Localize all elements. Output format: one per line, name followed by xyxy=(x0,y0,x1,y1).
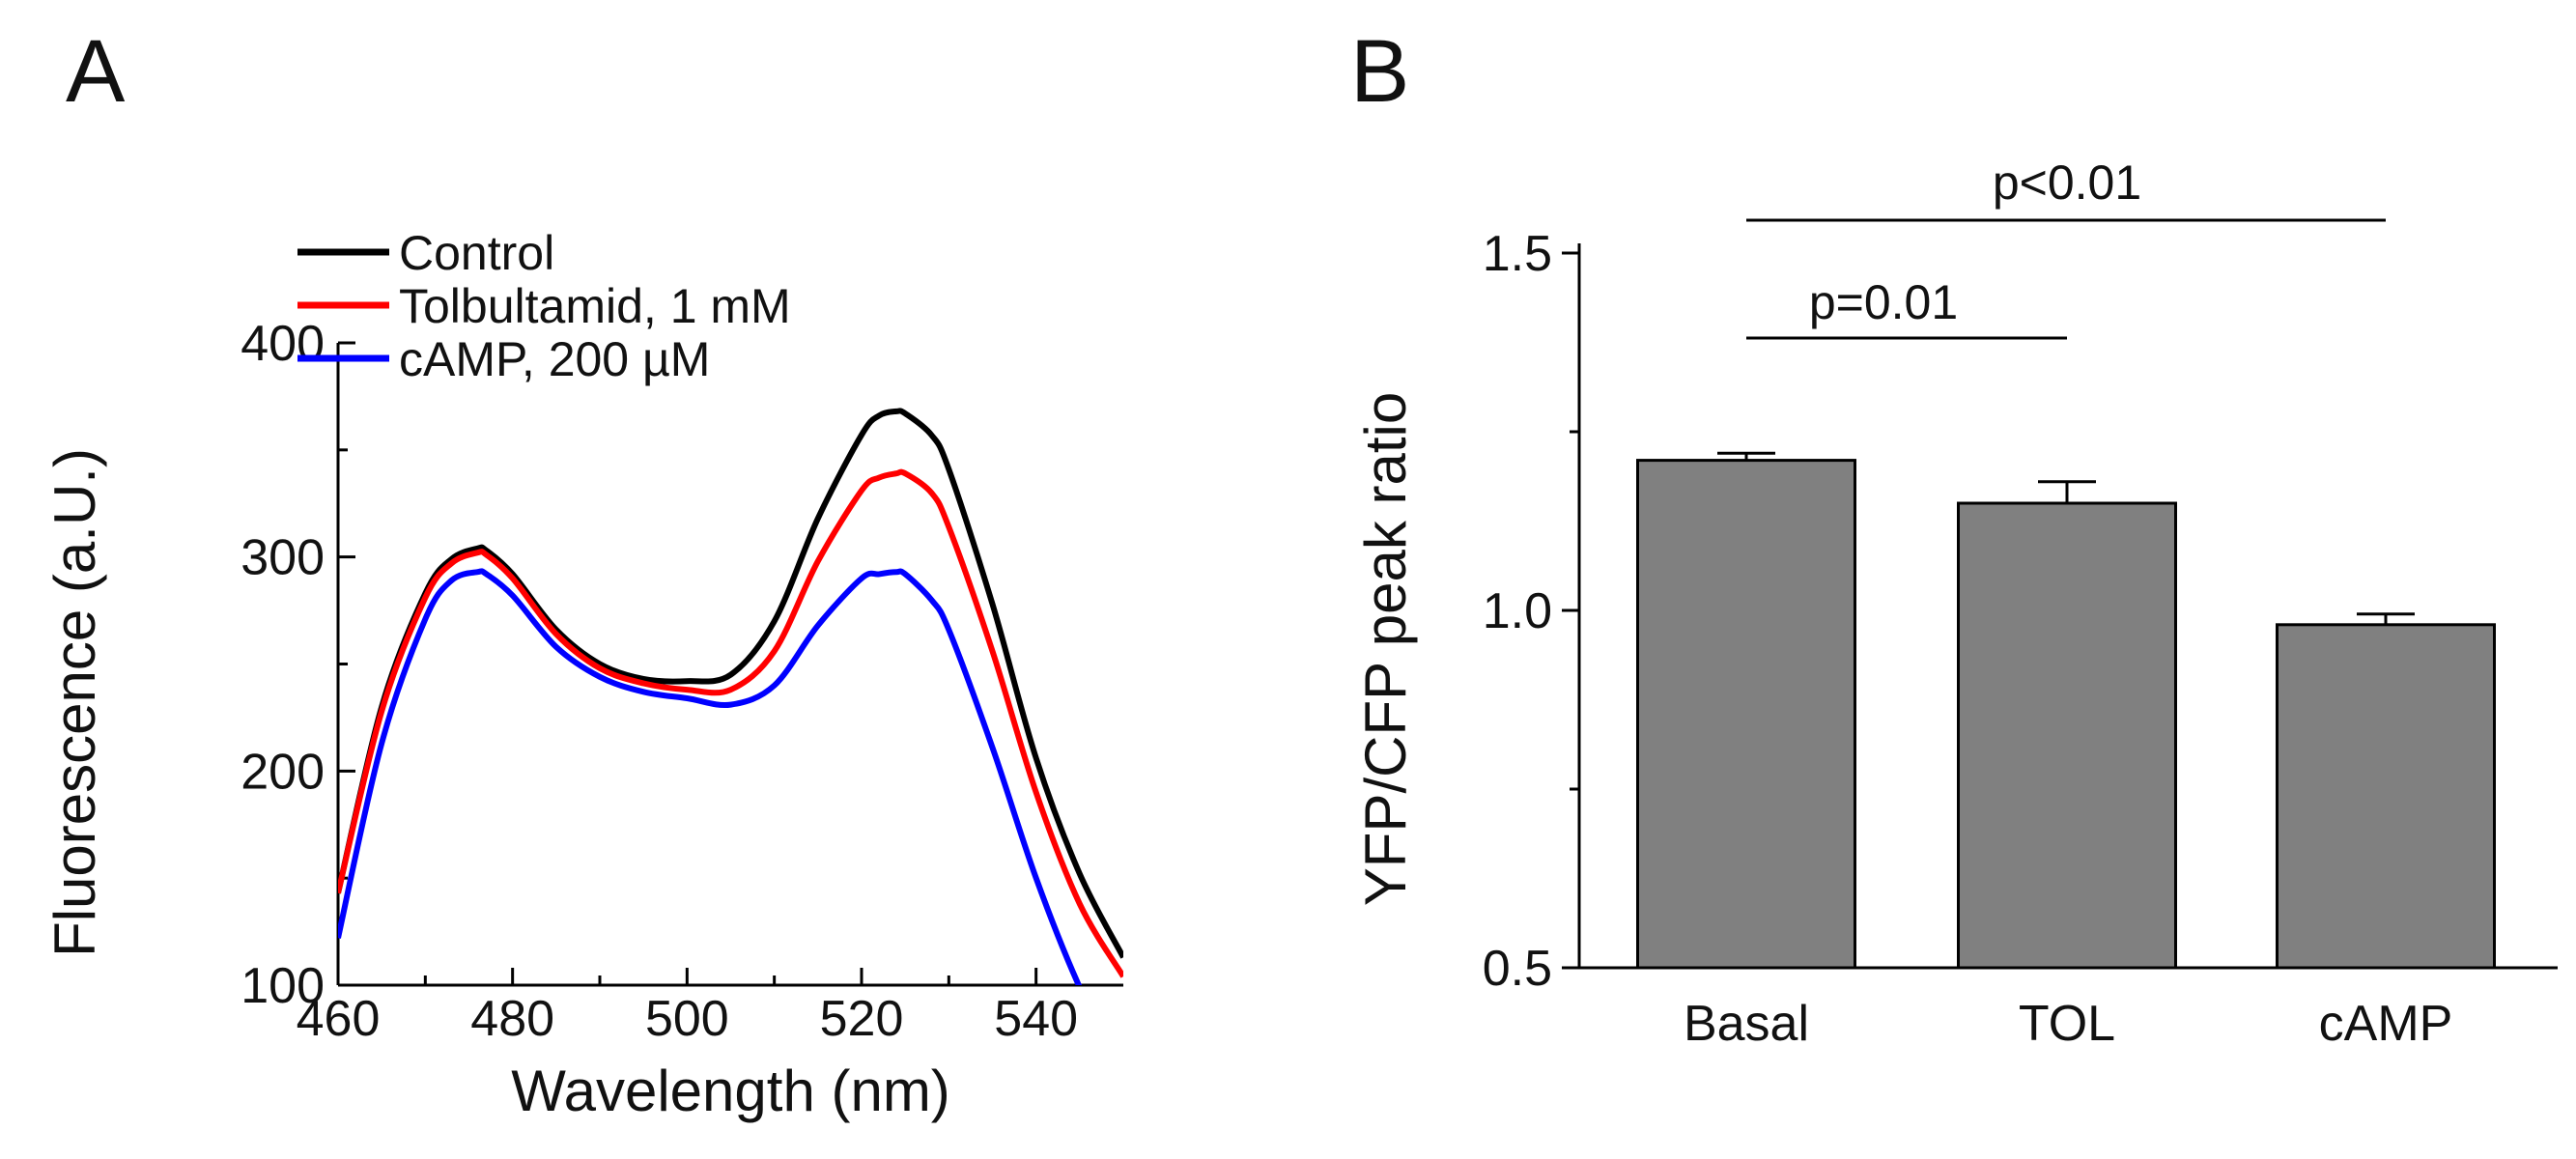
panel-a-x-tick-label: 480 xyxy=(470,991,554,1047)
panel-b-y-axis-title: YFP/CFP peak ratio xyxy=(1353,392,1418,906)
panel-b-bar-camp xyxy=(2276,623,2496,970)
panel-a-x-tick-label: 520 xyxy=(820,991,904,1047)
panel-b-x-tick-label: TOL xyxy=(2019,996,2115,1052)
panel-b-bar-basal xyxy=(1636,459,1856,970)
panel-b-significance-label: p=0.01 xyxy=(1809,275,1958,329)
panel-a-line-chart: 460 480 500 520 540 100 200 300 400 Wavelength (n… xyxy=(42,226,1123,1123)
panel-b-bar-chart: 0.5 1.0 1.5 YFP/CFP peak ratio Basal TOL cAMP p… xyxy=(1353,155,2558,1052)
panel-a-x-axis-title: Wavelength (nm) xyxy=(511,1059,950,1123)
panel-b-y-tick-label: 1.5 xyxy=(1483,226,1552,282)
panel-a-x-tick-label: 460 xyxy=(297,991,381,1047)
panel-a-y-tick-label: 200 xyxy=(241,744,325,800)
panel-a-x-tick-label: 540 xyxy=(994,991,1078,1047)
panel-a-series-tolbultamid-1-mm-line xyxy=(338,468,1123,978)
panel-a-x-tick-label: 500 xyxy=(645,991,729,1047)
panel-a-y-tick-label: 400 xyxy=(241,316,325,372)
panel-a-letter: A xyxy=(66,22,126,121)
panel-a-y-axis-title: Fluorescence (a.U.) xyxy=(42,448,107,957)
panel-a-legend-label: Control xyxy=(399,226,554,280)
panel-a-y-tick-label: 100 xyxy=(241,958,325,1014)
panel-a-y-tick-label: 300 xyxy=(241,530,325,586)
panel-b-x-tick-label: Basal xyxy=(1684,996,1809,1052)
panel-b-x-tick-label: cAMP xyxy=(2319,996,2453,1052)
panel-b-letter: B xyxy=(1350,22,1409,121)
panel-a-series-control-line xyxy=(338,408,1123,959)
panel-a-legend-label: Tolbultamid, 1 mM xyxy=(399,279,791,333)
panel-b-y-tick-label: 0.5 xyxy=(1483,941,1552,997)
panel-b-y-tick-label: 1.0 xyxy=(1483,583,1552,639)
panel-b-bar-tol xyxy=(1957,501,2177,970)
panel-a-legend-label: cAMP, 200 µM xyxy=(399,332,710,386)
panel-a-series-camp-200-m-line xyxy=(338,568,1083,985)
panel-b-significance-label: p<0.01 xyxy=(1993,155,2141,210)
